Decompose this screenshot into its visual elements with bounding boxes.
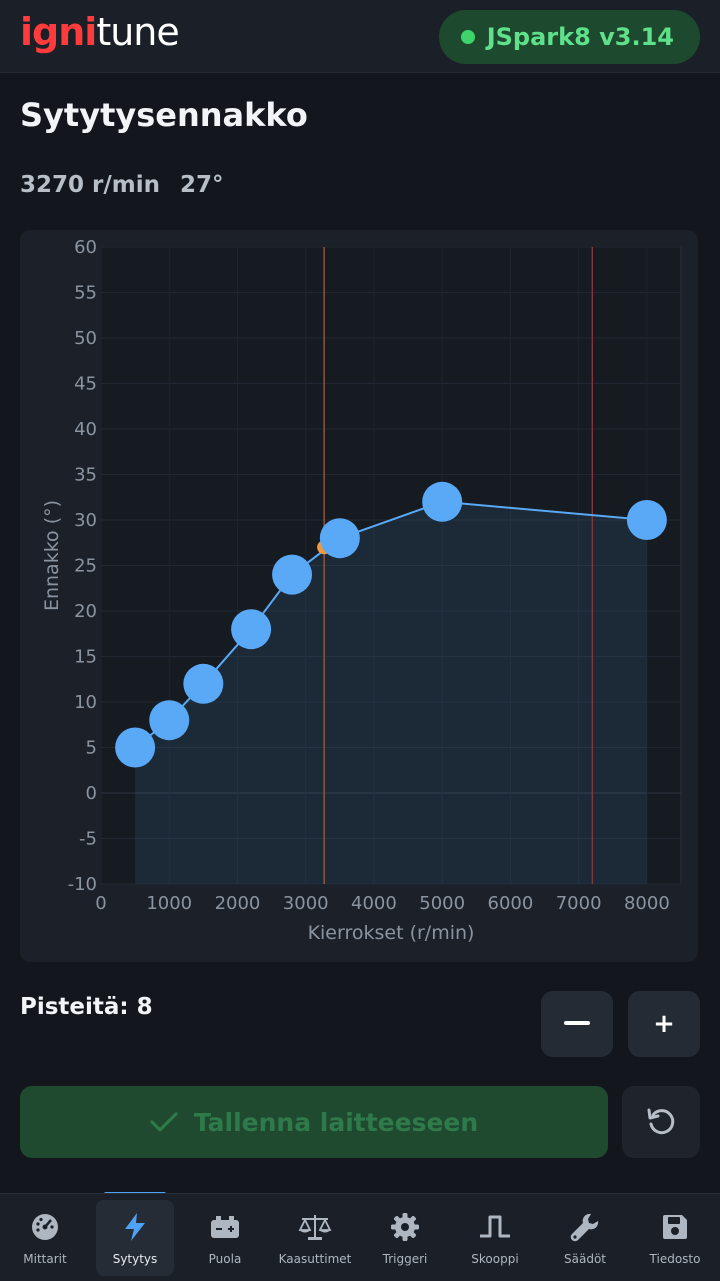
y-tick-label: -10	[68, 874, 97, 895]
page-title: Sytytysennakko	[20, 96, 308, 134]
x-axis-label: Kierrokset (r/min)	[308, 922, 475, 944]
nav-label-saadot: Säädöt	[564, 1252, 606, 1266]
nav-label-triggeri: Triggeri	[382, 1252, 428, 1266]
bolt-icon	[122, 1212, 148, 1242]
x-tick-label: 1000	[146, 893, 192, 914]
minus-icon	[564, 1021, 590, 1025]
curve-area	[135, 501, 647, 884]
y-tick-label: 50	[74, 328, 97, 349]
x-tick-label: 0	[95, 893, 106, 914]
x-tick-label: 6000	[488, 893, 534, 914]
y-tick-label: 55	[74, 283, 97, 304]
curve-point-handle[interactable]	[422, 481, 463, 522]
curve-point-handle[interactable]	[149, 700, 190, 741]
nav-item-kaasuttimet[interactable]: Kaasuttimet	[276, 1194, 354, 1281]
save-label: Tallenna laitteeseen	[193, 1107, 479, 1137]
y-tick-label: 15	[74, 647, 97, 668]
curve-point-handle[interactable]	[115, 727, 156, 768]
nav-item-mittarit[interactable]: Mittarit	[6, 1194, 84, 1281]
curve-point-handle[interactable]	[319, 518, 360, 559]
y-tick-label: -5	[79, 829, 97, 850]
save-to-device-button[interactable]: Tallenna laitteeseen	[20, 1086, 608, 1158]
curve-point-handle[interactable]	[626, 500, 667, 540]
remove-point-button[interactable]	[541, 991, 613, 1057]
y-tick-label: 5	[86, 738, 97, 759]
live-readout: 3270 r/min 27°	[20, 172, 224, 198]
y-tick-label: 10	[74, 692, 97, 713]
x-tick-label: 2000	[215, 893, 261, 914]
y-tick-label: 60	[74, 237, 97, 258]
app-header: ignitune JSpark8 v3.14	[0, 0, 720, 73]
nav-label-skooppi: Skooppi	[471, 1252, 519, 1266]
nav-item-saadot[interactable]: Säädöt	[546, 1194, 624, 1281]
x-tick-label: 7000	[556, 893, 602, 914]
y-axis-label: Ennakko (°)	[41, 500, 63, 611]
curve-point-handle[interactable]	[272, 554, 313, 595]
battery-icon	[210, 1212, 240, 1242]
rpm-readout: 3270 r/min	[20, 172, 160, 198]
undo-icon	[647, 1108, 675, 1135]
y-tick-label: 45	[74, 374, 97, 395]
pulse-icon	[478, 1212, 512, 1242]
advance-chart-card: 60 55 50 45 40 35 30 25 20 15 10 5 0 -5 -10 0 1000 2000 30…	[20, 230, 698, 962]
y-tick-label: 30	[74, 510, 97, 531]
x-tick-label: 3000	[283, 893, 329, 914]
curve-point-handle[interactable]	[183, 663, 224, 704]
device-label: JSpark8 v3.14	[486, 23, 674, 51]
y-tick-label: 35	[74, 465, 97, 486]
logo-part-tune: tune	[96, 10, 179, 54]
x-tick-label: 5000	[419, 893, 465, 914]
wrench-icon	[570, 1212, 600, 1242]
gear-icon	[390, 1212, 420, 1242]
connection-dot-icon	[460, 30, 475, 44]
nav-label-puola: Puola	[208, 1252, 242, 1266]
nav-label-mittarit: Mittarit	[23, 1252, 67, 1266]
device-status-pill[interactable]: JSpark8 v3.14	[438, 10, 700, 64]
nav-item-triggeri[interactable]: Triggeri	[366, 1194, 444, 1281]
advance-readout: 27°	[180, 172, 224, 198]
x-tick-label: 8000	[624, 893, 670, 914]
scale-icon	[298, 1212, 332, 1242]
app-logo: ignitune	[20, 10, 180, 54]
y-tick-label: 20	[74, 601, 97, 622]
nav-item-puola[interactable]: Puola	[186, 1194, 264, 1281]
y-tick-label: 25	[74, 556, 97, 577]
nav-item-skooppi[interactable]: Skooppi	[456, 1194, 534, 1281]
save-icon	[661, 1212, 689, 1242]
nav-item-tiedosto[interactable]: Tiedosto	[636, 1194, 714, 1281]
check-icon	[150, 1112, 178, 1132]
curve-point-handle[interactable]	[231, 609, 272, 650]
y-tick-label: 0	[86, 783, 97, 804]
add-point-button[interactable]: +	[628, 991, 700, 1057]
nav-label-tiedosto: Tiedosto	[649, 1252, 701, 1266]
bottom-navigation: Mittarit Sytytys Puola Kaasuttimet Trigg…	[0, 1193, 720, 1281]
reset-button[interactable]	[622, 1086, 700, 1158]
gauge-icon	[30, 1212, 60, 1242]
nav-label-kaasuttimet: Kaasuttimet	[278, 1252, 352, 1266]
y-tick-label: 40	[74, 419, 97, 440]
logo-part-igni: igni	[20, 10, 97, 54]
nav-item-sytytys[interactable]: Sytytys	[96, 1200, 174, 1276]
x-tick-label: 4000	[351, 893, 397, 914]
nav-label-sytytys: Sytytys	[112, 1252, 158, 1266]
points-count: Pisteitä: 8	[20, 994, 153, 1020]
plus-icon: +	[653, 1009, 675, 1039]
